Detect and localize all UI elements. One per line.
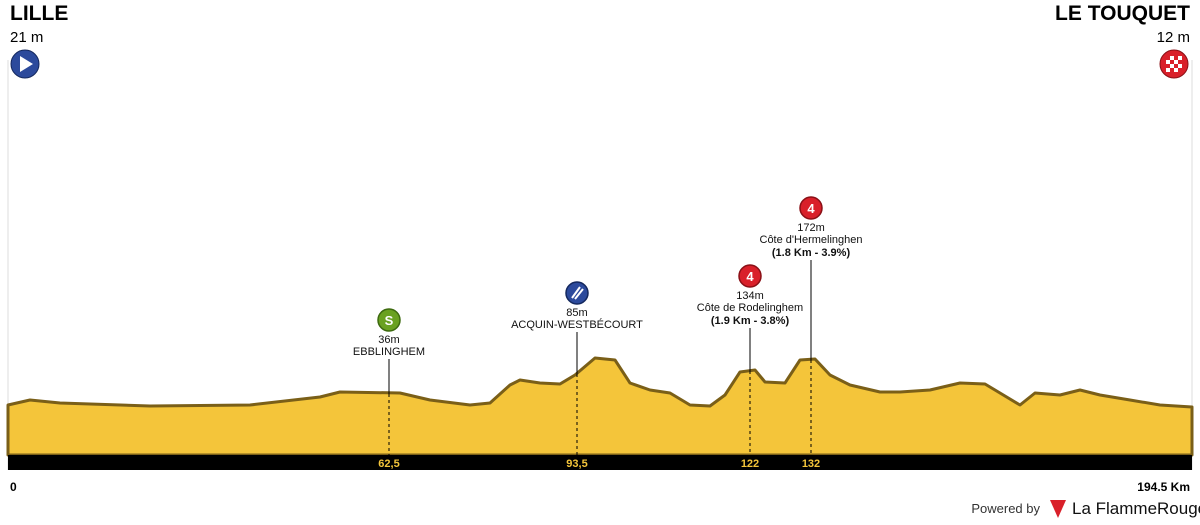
start-altitude: 21 m [10,29,43,46]
axis-end: 194.5 Km [1137,480,1190,494]
point-marker: 4 [807,201,815,216]
point-altitude: 85m [566,307,587,319]
point-name: ACQUIN-WESTBÉCOURT [511,318,643,331]
point-icon [377,308,401,332]
point-name: EBBLINGHEM [353,346,425,358]
point-detail: (1.9 Km - 3.8%) [711,315,790,327]
point-km: 93,5 [566,458,587,470]
finish-name: LE TOUQUET [1055,2,1190,25]
finish-checker [1166,56,1182,72]
point-km: 62,5 [378,458,399,470]
axis-start: 0 [10,480,17,494]
point-icon [799,196,823,220]
point-altitude: 134m [736,290,764,302]
point-marker: S [385,313,394,328]
footer-logo [1050,500,1066,518]
point-km: 132 [802,458,820,470]
finish-altitude: 12 m [1157,29,1190,46]
point-altitude: 36m [378,334,399,346]
point-detail: (1.8 Km - 3.9%) [772,247,851,259]
point-icon [738,264,762,288]
point-name: Côte de Rodelinghem [697,302,803,314]
point-altitude: 172m [797,222,825,234]
finish-flag [1166,56,1182,72]
distance-bar [8,455,1192,470]
point-icon [565,281,589,305]
footer-powered: Powered by [971,501,1040,516]
point-km: 122 [741,458,759,470]
start-arrow [20,56,33,72]
sprint-icon [571,286,584,300]
point-marker: 4 [746,269,754,284]
point-name: Côte d'Hermelinghen [760,234,863,246]
start-name: LILLE [10,2,68,25]
footer-brand: La FlammeRouge [1072,499,1200,518]
elevation-profile [6,356,1194,457]
